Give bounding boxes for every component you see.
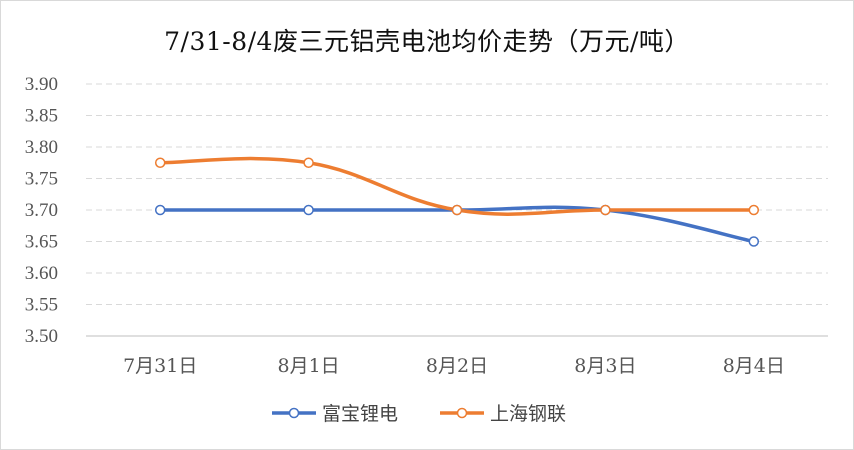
x-tick-label: 8月2日 [426, 355, 488, 377]
y-tick-label: 3.55 [25, 295, 58, 316]
data-point [303, 204, 314, 216]
gridlines [86, 83, 828, 305]
series-points [154, 157, 760, 247]
y-tick-label: 3.50 [25, 326, 58, 347]
y-axis-ticks: 3.50 3.55 3.60 3.65 3.70 3.75 3.80 3.85 3.90 [25, 74, 58, 347]
legend-marker [456, 407, 468, 419]
y-tick-label: 3.85 [25, 106, 58, 127]
y-tick-label: 3.80 [25, 137, 58, 158]
legend-label: 富宝锂电 [322, 403, 398, 425]
chart-title: 7/31-8/4废三元铝壳电池均价走势（万元/吨） [164, 27, 690, 56]
x-tick-label: 8月1日 [278, 355, 340, 377]
data-point [154, 204, 166, 216]
data-point [748, 204, 760, 216]
x-tick-label: 8月4日 [723, 355, 785, 377]
x-tick-label: 7月31日 [123, 355, 197, 377]
y-tick-label: 3.75 [25, 169, 58, 190]
data-point [154, 157, 166, 168]
x-tick-label: 8月3日 [574, 355, 636, 377]
data-point [600, 204, 611, 216]
y-tick-label: 3.65 [25, 232, 58, 253]
legend-marker [288, 407, 300, 419]
y-tick-label: 3.90 [25, 74, 58, 95]
x-axis-ticks: 7月31日 8月1日 8月2日 8月3日 8月4日 [123, 355, 785, 377]
legend: 富宝锂电 上海钢联 [272, 403, 566, 425]
y-tick-label: 3.70 [25, 200, 58, 221]
y-tick-label: 3.60 [25, 263, 58, 284]
series-lines [158, 156, 756, 244]
data-point [451, 204, 463, 216]
data-point [303, 157, 314, 168]
data-point [748, 236, 760, 247]
legend-label: 上海钢联 [490, 403, 566, 425]
